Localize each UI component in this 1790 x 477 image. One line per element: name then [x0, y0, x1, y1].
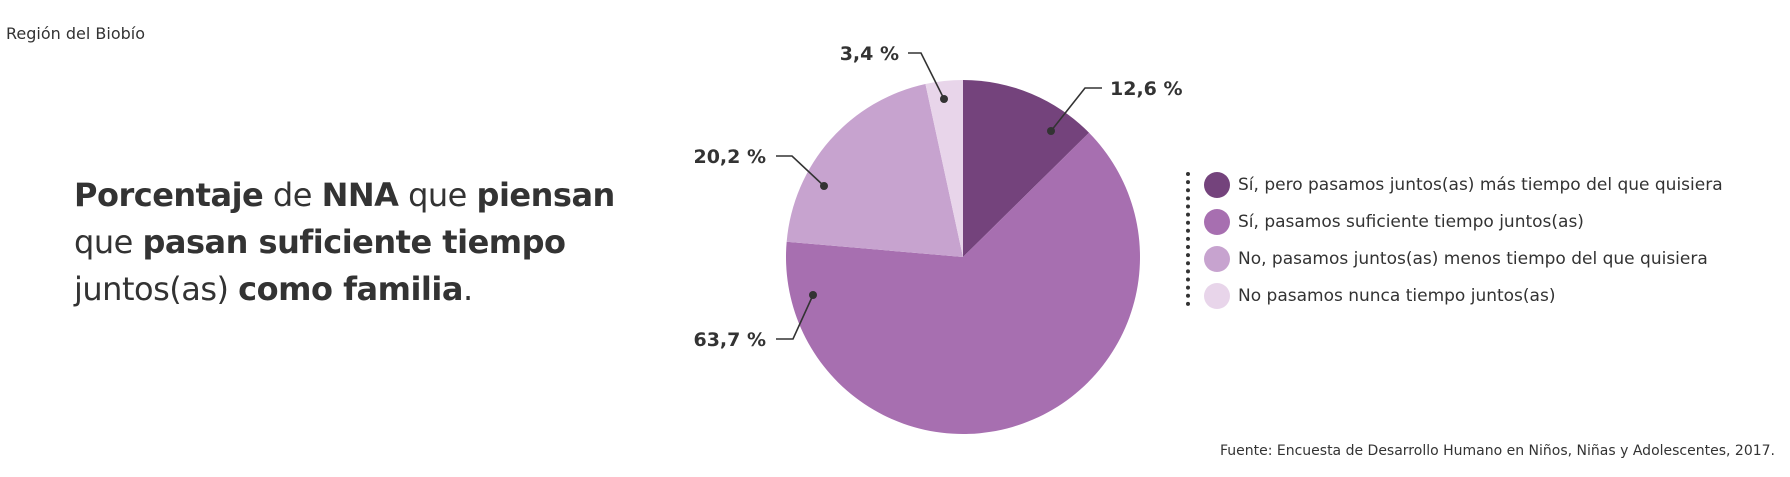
legend-item: Sí, pasamos suficiente tiempo juntos(as): [1204, 207, 1584, 237]
legend-label: Sí, pero pasamos juntos(as) más tiempo d…: [1238, 175, 1723, 195]
legend-item: No pasamos nunca tiempo juntos(as): [1204, 281, 1555, 311]
data-label: 20,2 %: [693, 146, 766, 168]
chart-title: Porcentaje de NNA que piensan que pasan s…: [74, 172, 615, 313]
legend-label: No, pasamos juntos(as) menos tiempo del …: [1238, 249, 1708, 269]
region-label: Región del Biobío: [6, 24, 145, 43]
leader-dot: [1047, 127, 1055, 135]
leader-line: [776, 294, 814, 340]
legend-swatch-icon: [1204, 283, 1230, 309]
pie-slice-nunca: [925, 80, 963, 257]
legend-swatch-icon: [1204, 246, 1230, 272]
pie-slice-mas-tiempo: [963, 80, 1090, 257]
title-fragment: piensan: [476, 176, 616, 214]
pie-slice-menos-tiempo: [786, 84, 963, 257]
data-label: 12,6 %: [1110, 78, 1183, 100]
title-fragment: como familia: [238, 270, 463, 308]
leader-line: [776, 155, 825, 187]
legend-swatch-icon: [1204, 172, 1230, 198]
legend-item: No, pasamos juntos(as) menos tiempo del …: [1204, 244, 1708, 274]
source-note: Fuente: Encuesta de Desarrollo Humano en…: [1219, 443, 1775, 459]
leader-dot: [820, 182, 828, 190]
leader-dot: [809, 291, 817, 299]
legend-label: Sí, pasamos suficiente tiempo juntos(as): [1238, 212, 1584, 232]
data-label: 3,4 %: [840, 43, 899, 65]
data-label: 63,7 %: [693, 329, 766, 351]
title-fragment: NNA: [321, 176, 399, 214]
leader-line: [1050, 87, 1102, 132]
title-fragment: pasan suficiente tiempo: [142, 223, 566, 261]
pie-slice-suficiente: [785, 132, 1140, 435]
leader-dot: [940, 95, 948, 103]
title-fragment: que: [74, 223, 143, 261]
title-fragment: .: [462, 270, 473, 308]
title-fragment: juntos(as): [74, 270, 239, 308]
title-fragment: de: [263, 176, 322, 214]
legend-item: Sí, pero pasamos juntos(as) más tiempo d…: [1204, 170, 1723, 200]
legend-label: No pasamos nunca tiempo juntos(as): [1238, 286, 1556, 306]
title-fragment: Porcentaje: [74, 176, 264, 214]
title-fragment: que: [398, 176, 477, 214]
leader-line: [908, 52, 945, 100]
legend-dotted-divider: [1186, 172, 1190, 306]
legend-swatch-icon: [1204, 209, 1230, 235]
